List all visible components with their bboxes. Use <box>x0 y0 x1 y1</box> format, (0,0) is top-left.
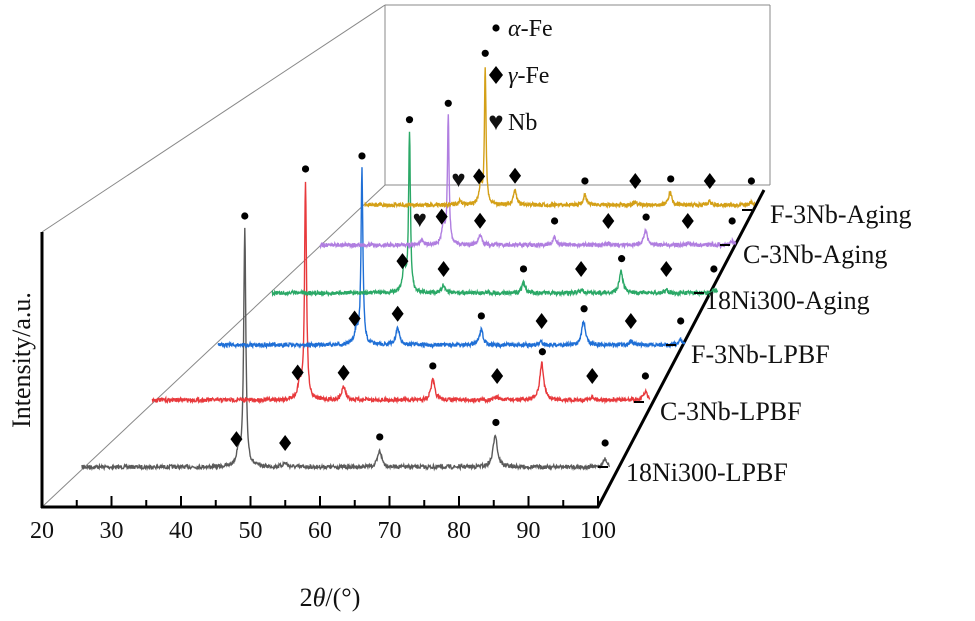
series-c-3nb-lpbf: C-3Nb-LPBF <box>151 165 802 426</box>
series-line <box>319 114 737 250</box>
gamma-fe-marker <box>348 310 361 327</box>
depth-axis-line <box>596 189 766 508</box>
alpha-fe-marker <box>580 305 588 313</box>
alpha-fe-marker <box>405 116 414 124</box>
series-line <box>151 181 651 405</box>
alpha-fe-marker <box>747 177 756 185</box>
series-label: F-3Nb-Aging <box>770 200 912 229</box>
alpha-fe-marker <box>444 99 452 107</box>
gamma-fe-marker <box>337 364 350 381</box>
series-line <box>81 227 611 472</box>
series-label: 18Ni300-LPBF <box>626 458 788 487</box>
legend-label: γ-Fe <box>508 63 549 89</box>
x-tick-label: 80 <box>447 518 471 544</box>
series-f-3nb-lpbf: F-3Nb-LPBF <box>217 152 830 369</box>
gamma-fe-marker <box>624 313 637 329</box>
gamma-fe-marker <box>586 368 599 384</box>
box-edge <box>41 4 386 233</box>
series-layer: 18Ni300-LPBF C-3Nb-LPBF F-3Nb-LPBF 18Ni300-… <box>81 49 912 487</box>
legend-diamond-icon <box>489 66 503 84</box>
gamma-fe-marker <box>396 253 409 270</box>
x-tick-label: 50 <box>239 518 263 544</box>
gamma-fe-marker <box>230 431 243 448</box>
alpha-fe-marker <box>301 165 310 173</box>
chart-frame <box>40 4 771 509</box>
alpha-fe-marker <box>667 175 675 183</box>
legend-label: Nb <box>508 110 537 136</box>
alpha-fe-marker <box>492 418 500 427</box>
alpha-fe-marker <box>477 312 485 320</box>
series-label: 18Ni300-Aging <box>705 286 870 315</box>
gamma-fe-marker <box>474 212 487 229</box>
alpha-fe-marker <box>550 217 559 225</box>
gamma-fe-marker <box>660 261 673 277</box>
nb-marker: ♥ <box>451 167 465 193</box>
series-f-3nb-aging: ♥ F-3Nb-Aging <box>364 49 912 229</box>
gamma-fe-marker <box>509 167 522 184</box>
gamma-fe-marker <box>473 168 486 185</box>
gamma-fe-marker <box>491 368 504 384</box>
series-label: C-3Nb-Aging <box>743 240 887 269</box>
alpha-fe-marker <box>376 433 384 441</box>
legend-dot-icon <box>492 24 500 32</box>
series-18ni300-lpbf: 18Ni300-LPBF <box>81 212 788 487</box>
gamma-fe-marker <box>437 261 450 277</box>
alpha-fe-marker <box>429 362 437 370</box>
x-tick-label: 40 <box>169 518 193 544</box>
alpha-fe-marker <box>677 317 685 325</box>
legend-heart-icon: ♥ <box>488 107 503 136</box>
x-tick-label: 70 <box>378 518 402 544</box>
x-tick-label: 30 <box>100 518 124 544</box>
alpha-fe-marker <box>710 265 718 273</box>
nb-marker: ♥ <box>413 207 427 233</box>
gamma-fe-marker <box>575 261 588 277</box>
alpha-fe-marker <box>728 217 736 225</box>
gamma-fe-marker <box>629 173 642 189</box>
series-line <box>217 167 686 350</box>
series-c-3nb-aging: ♥ C-3Nb-Aging <box>319 99 887 269</box>
alpha-fe-marker <box>642 213 650 221</box>
series-label: C-3Nb-LPBF <box>660 397 802 426</box>
gamma-fe-marker <box>279 435 292 451</box>
alpha-fe-marker <box>519 265 528 273</box>
legend: α-Fe γ-Fe♥ Nb <box>488 16 552 136</box>
series-label: F-3Nb-LPBF <box>691 340 830 369</box>
alpha-fe-marker <box>641 372 650 380</box>
gamma-fe-marker <box>291 364 304 381</box>
x-tick-label: 100 <box>580 518 616 544</box>
alpha-fe-marker <box>618 255 626 263</box>
gamma-fe-marker <box>435 208 448 225</box>
gamma-fe-marker <box>391 305 404 322</box>
y-axis-label: Intensity/a.u. <box>7 292 36 428</box>
x-axis-ticks: 20 30 40 50 60 70 80 90 100 <box>30 496 616 544</box>
gamma-fe-marker <box>535 313 548 329</box>
series-line <box>364 67 756 209</box>
series-line <box>271 131 719 298</box>
alpha-fe-marker <box>601 439 609 447</box>
gamma-fe-marker <box>602 213 615 229</box>
alpha-fe-marker <box>481 49 489 57</box>
alpha-fe-marker <box>581 177 589 185</box>
series-18ni300-aging: 18Ni300-Aging <box>271 116 870 315</box>
x-tick-label: 60 <box>308 518 332 544</box>
x-axis-label: 2θ/(°) <box>300 583 361 612</box>
alpha-fe-marker <box>538 348 546 356</box>
alpha-fe-marker <box>358 152 366 160</box>
alpha-fe-marker <box>241 212 249 220</box>
box-edge <box>41 184 386 508</box>
gamma-fe-marker <box>681 213 694 229</box>
gamma-fe-marker <box>703 173 716 189</box>
legend-label: α-Fe <box>508 16 553 42</box>
x-tick-label: 90 <box>517 518 541 544</box>
x-tick-label: 20 <box>30 518 54 544</box>
